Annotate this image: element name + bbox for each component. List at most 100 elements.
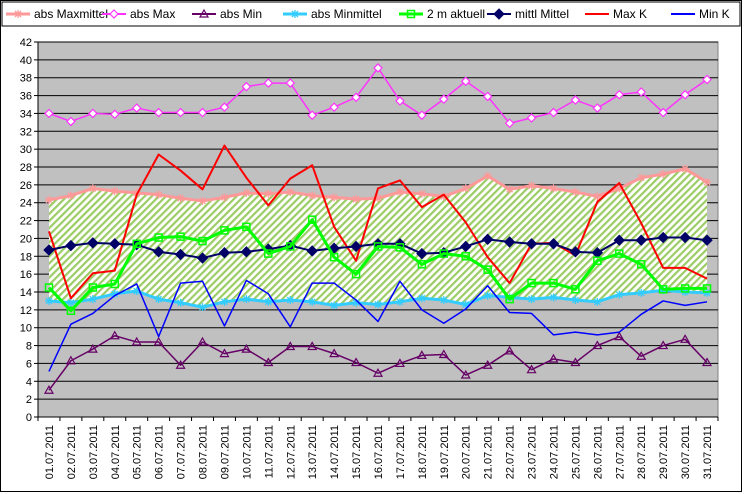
abs-minmittel-point	[220, 297, 229, 306]
2-m-aktuell-point	[88, 283, 98, 292]
2-m-aktuell-point	[329, 252, 339, 262]
mittl-mittel-point	[613, 234, 625, 246]
legend-label: abs Maxmittel	[34, 7, 108, 21]
x-tick-label: 10.07.2011	[241, 425, 253, 479]
2-m-aktuell-point	[527, 278, 536, 288]
x-tick-label: 05.07.2011	[132, 425, 144, 479]
abs-min-point	[65, 355, 76, 365]
abs-min-point	[504, 345, 515, 355]
abs-maxmittel-point	[593, 192, 602, 201]
abs-minmittel-point	[593, 297, 602, 306]
x-tick-label: 06.07.2011	[154, 425, 166, 479]
abs-minmittel-point	[286, 296, 295, 305]
abs-min-point	[394, 358, 405, 368]
abs-minmittel-point	[395, 297, 404, 306]
abs-minmittel-point	[132, 287, 141, 296]
abs-maxmittel-point	[264, 189, 273, 198]
legend-label: 2 m aktuell	[427, 7, 485, 21]
abs-maxmittel-point	[286, 188, 295, 196]
abs-min-point	[636, 351, 647, 360]
abs-max-point	[263, 78, 274, 88]
x-tick-label: 17.07.2011	[395, 425, 407, 479]
2-m-aktuell-point	[417, 260, 427, 269]
abs-minmittel-point	[527, 295, 536, 304]
2-m-aktuell-point	[483, 265, 492, 274]
x-tick-label: 15.07.2011	[351, 425, 363, 479]
abs-maxmittel-point	[198, 196, 207, 205]
x-axis: 01.07.2011 02.07.2011 03.07.2011 04.07.2011…	[37, 416, 719, 479]
2-m-aktuell-point	[66, 306, 76, 315]
x-tick-label: 08.07.2011	[198, 425, 210, 479]
abs-min-point	[592, 340, 603, 350]
abs-minmittel-point	[330, 301, 339, 310]
abs-max-point	[87, 108, 98, 119]
abs-max-point	[153, 107, 164, 118]
2-m-aktuell-point	[110, 279, 120, 289]
abs-maxmittel-point	[374, 194, 382, 203]
abs-minmittel-point	[308, 297, 317, 306]
legend-swatch-point	[198, 8, 210, 18]
abs-min-point	[460, 369, 471, 379]
abs-maxmittel-point	[154, 190, 163, 199]
x-tick-label: 13.07.2011	[307, 425, 319, 479]
abs-max-point	[197, 107, 208, 118]
abs-min-point	[241, 343, 252, 353]
abs-minmittel-point	[483, 291, 492, 300]
legend-label: abs Max	[130, 7, 175, 21]
abs-max-point	[395, 96, 405, 106]
legend: abs Maxmittel abs Max abs Min abs Minmittel…	[1, 1, 741, 27]
abs-min-point	[526, 364, 537, 374]
legend-swatch-point	[14, 10, 22, 18]
abs-max-point	[131, 103, 142, 113]
x-tick-label: 24.07.2011	[548, 425, 560, 479]
mittl-mittel-point	[701, 234, 713, 246]
abs-maxmittel-point	[549, 184, 558, 193]
abs-min-point	[285, 341, 296, 351]
x-tick-label: 09.07.2011	[219, 425, 231, 479]
x-tick-label: 22.07.2011	[505, 425, 517, 479]
2-m-aktuell-point	[176, 232, 185, 241]
legend-swatch-point	[109, 9, 119, 19]
y-tick-label: 6	[26, 358, 32, 370]
abs-min-point	[219, 348, 230, 358]
2-m-aktuell-point	[658, 285, 668, 294]
abs-min-point	[263, 357, 274, 367]
x-tick-label: 01.07.2011	[44, 425, 56, 479]
x-tick-label: 23.07.2011	[527, 425, 539, 479]
abs-maxmittel-point	[242, 188, 251, 197]
abs-maxmittel-point	[176, 194, 185, 203]
2-m-aktuell-point	[220, 226, 229, 235]
mittl-mittel-point	[460, 240, 472, 253]
mittl-mittel-point	[416, 247, 428, 260]
y-tick-label: 0	[26, 412, 32, 424]
abs-maxmittel-point	[88, 184, 97, 193]
2-m-aktuell-point	[680, 284, 690, 293]
abs-minmittel-point	[352, 298, 361, 307]
legend-label: abs Min	[220, 7, 262, 21]
x-tick-label: 12.07.2011	[285, 425, 297, 479]
x-tick-label: 21.07.2011	[483, 425, 495, 479]
x-tick-label: 16.07.2011	[373, 425, 385, 479]
mittl-mittel-point	[65, 239, 77, 252]
y-tick-label: 16	[20, 269, 32, 281]
mittl-mittel-point	[240, 246, 253, 258]
abs-min-point	[87, 343, 98, 353]
abs-min-point	[482, 360, 493, 369]
y-tick-label: 8	[26, 341, 32, 353]
abs-maxmittel-point	[615, 184, 624, 193]
abs-maxmittel-point	[220, 193, 229, 202]
abs-minmittel-point	[461, 300, 470, 309]
abs-min-point	[680, 334, 691, 343]
abs-minmittel-point	[88, 295, 97, 304]
2-m-aktuell-point	[286, 242, 295, 251]
mittl-mittel-point	[350, 240, 362, 253]
abs-maxmittel-point	[352, 195, 361, 204]
abs-minmittel-point	[242, 295, 251, 304]
series-min-k	[48, 279, 708, 372]
abs-maxmittel-point	[44, 196, 53, 205]
mittl-mittel-point	[635, 234, 647, 246]
abs-minmittel-point	[637, 288, 646, 297]
abs-maxmittel-point	[681, 164, 690, 173]
y-tick-label: 10	[20, 323, 32, 335]
